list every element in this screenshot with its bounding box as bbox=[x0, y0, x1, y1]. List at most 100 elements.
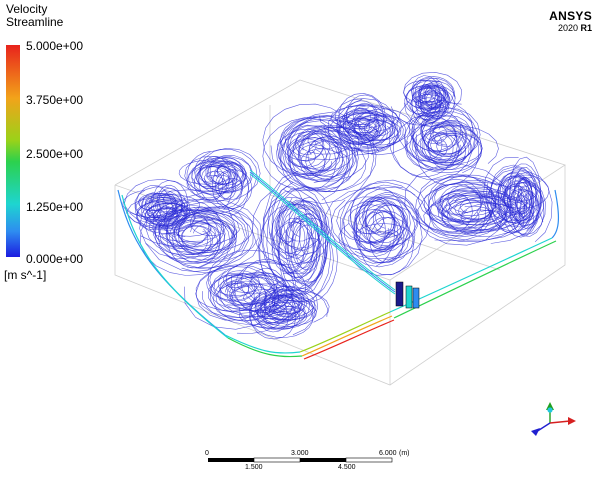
streamline-path bbox=[166, 198, 221, 269]
legend-tick-label: 0.000e+00 bbox=[26, 252, 84, 266]
ansys-logo: ANSYS 2020 R1 bbox=[549, 10, 592, 34]
streamline-path bbox=[503, 163, 542, 238]
axis-y-arrow bbox=[546, 402, 554, 410]
streamline-path bbox=[403, 106, 476, 169]
streamline-path bbox=[276, 205, 316, 273]
streamline-path bbox=[403, 85, 455, 127]
scale-segment bbox=[345, 457, 393, 463]
scale-label-top: 0 bbox=[205, 450, 209, 457]
streamline-path bbox=[509, 156, 542, 232]
streamline-path bbox=[267, 172, 333, 265]
streamline-path bbox=[136, 198, 196, 234]
streamline-path bbox=[278, 111, 377, 193]
streamline-path bbox=[194, 148, 258, 200]
streamline-path bbox=[358, 204, 414, 276]
streamline-path bbox=[178, 159, 248, 192]
streamline-path bbox=[218, 261, 307, 305]
brand-version-year: 2020 bbox=[557, 23, 578, 33]
streamline-path bbox=[405, 84, 456, 110]
streamline-path bbox=[393, 112, 472, 180]
streamline-path bbox=[420, 108, 481, 162]
streamline-path bbox=[508, 170, 538, 235]
streamline-path bbox=[249, 297, 288, 324]
streamline-path bbox=[147, 202, 191, 227]
brand-version: 2020 R1 bbox=[549, 23, 592, 34]
streamline-path bbox=[263, 296, 314, 321]
streamline-path bbox=[417, 181, 505, 246]
axis-origin-ball bbox=[547, 407, 553, 413]
streamline-path bbox=[499, 170, 536, 209]
jet-streamline bbox=[249, 173, 396, 295]
streamline-path bbox=[186, 164, 243, 210]
brand-name: ANSYS bbox=[549, 9, 592, 23]
axis-x-line bbox=[549, 420, 571, 424]
legend-tick-label: 2.500e+00 bbox=[26, 147, 84, 161]
scale-segment bbox=[208, 458, 254, 462]
streamline-path bbox=[249, 297, 297, 340]
streamline-path bbox=[248, 293, 314, 338]
streamline-path bbox=[406, 80, 451, 118]
jet-streamline bbox=[249, 169, 396, 291]
streamline-path bbox=[287, 115, 354, 193]
streamline-path bbox=[341, 184, 423, 276]
streamline-path bbox=[280, 125, 348, 201]
scale-label-bottom: 1.500 bbox=[245, 464, 263, 471]
streamline-path bbox=[342, 108, 380, 145]
streamline-path bbox=[271, 186, 308, 275]
streamline-path bbox=[365, 193, 411, 253]
legend-units: [m s^-1] bbox=[4, 268, 47, 282]
streamline-path bbox=[262, 170, 329, 291]
streamline-path bbox=[154, 206, 259, 264]
legend-subtitle: Streamline bbox=[6, 15, 64, 29]
streamline-path bbox=[403, 71, 463, 111]
streamline-path bbox=[129, 192, 191, 225]
streamline-path bbox=[350, 179, 431, 261]
streamline-path bbox=[503, 171, 553, 243]
streamline-path bbox=[152, 180, 189, 230]
streamline-path bbox=[193, 162, 250, 214]
streamline-path bbox=[199, 156, 254, 194]
streamline-path bbox=[262, 116, 362, 192]
streamline-path bbox=[213, 272, 263, 306]
legend-tick-label: 5.000e+00 bbox=[26, 39, 84, 53]
streamline-path bbox=[329, 98, 394, 139]
streamline-path bbox=[215, 169, 253, 210]
streamline-path bbox=[409, 94, 450, 117]
scale-unit: (m) bbox=[399, 450, 410, 457]
jet-streamline bbox=[249, 171, 396, 293]
brand-version-release: R1 bbox=[580, 23, 592, 33]
legend-tick-label: 3.750e+00 bbox=[26, 93, 84, 107]
streamline-path bbox=[491, 175, 532, 234]
scale-label-top: 6.000 bbox=[379, 450, 397, 457]
streamline-path bbox=[234, 260, 287, 314]
streamline-path bbox=[263, 279, 319, 325]
streamline-path bbox=[158, 210, 236, 248]
streamline-path bbox=[342, 107, 407, 149]
streamline-path bbox=[284, 119, 374, 161]
streamline-path bbox=[338, 92, 387, 137]
streamline-path bbox=[239, 305, 308, 329]
streamlines bbox=[122, 71, 553, 340]
streamline-path bbox=[250, 286, 328, 330]
streamline-path bbox=[489, 166, 542, 231]
streamline-path bbox=[343, 199, 408, 264]
streamline-path bbox=[191, 157, 245, 195]
inlet-block bbox=[395, 281, 420, 309]
streamline-path bbox=[282, 115, 375, 204]
scale-label-top: 3.000 bbox=[291, 450, 309, 457]
streamline-path bbox=[418, 86, 449, 118]
streamline-path bbox=[347, 111, 387, 141]
edge-streamline-band bbox=[117, 189, 559, 360]
scale-segment bbox=[300, 458, 346, 462]
streamline-path bbox=[340, 181, 416, 268]
streamline-path bbox=[499, 182, 544, 228]
streamline-path bbox=[145, 198, 263, 274]
streamline-path bbox=[148, 200, 186, 235]
streamline-path bbox=[434, 174, 507, 222]
streamline-path bbox=[428, 178, 487, 233]
legend-colorbar bbox=[6, 45, 20, 257]
streamline-path bbox=[260, 190, 329, 296]
scale-label-bottom: 4.500 bbox=[338, 464, 356, 471]
